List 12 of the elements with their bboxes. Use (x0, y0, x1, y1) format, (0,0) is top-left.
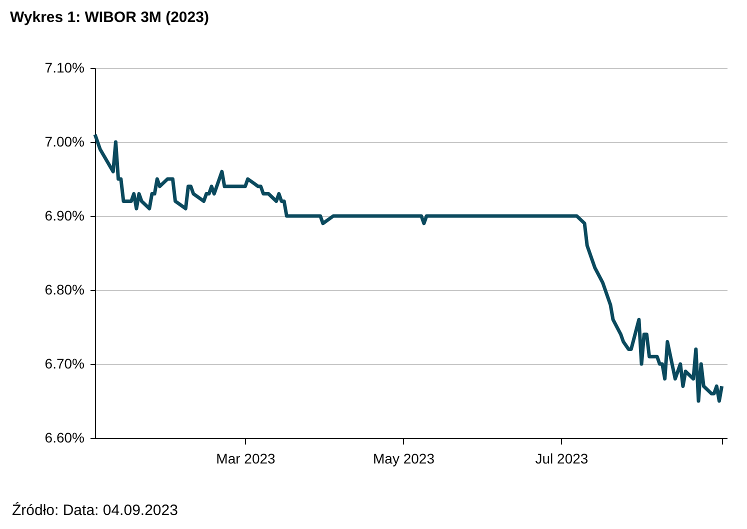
y-tick-label: 6.70% (44, 356, 84, 372)
y-tick-label: 7.00% (44, 134, 84, 150)
line-series (93, 132, 724, 403)
chart-title: Wykres 1: WIBOR 3M (2023) (10, 9, 209, 26)
y-tick-label: 6.80% (44, 282, 84, 298)
y-tick-label: 7.10% (44, 60, 84, 76)
x-tick-label: Mar 2023 (216, 450, 276, 466)
y-tick-label: 6.90% (44, 208, 84, 224)
y-tick-label: 6.60% (44, 430, 84, 446)
x-tick-label: Jul 2023 (535, 450, 588, 466)
text: Źródło: Data: 04.09.2023 (12, 501, 178, 519)
x-tick-label: May 2023 (372, 450, 435, 466)
